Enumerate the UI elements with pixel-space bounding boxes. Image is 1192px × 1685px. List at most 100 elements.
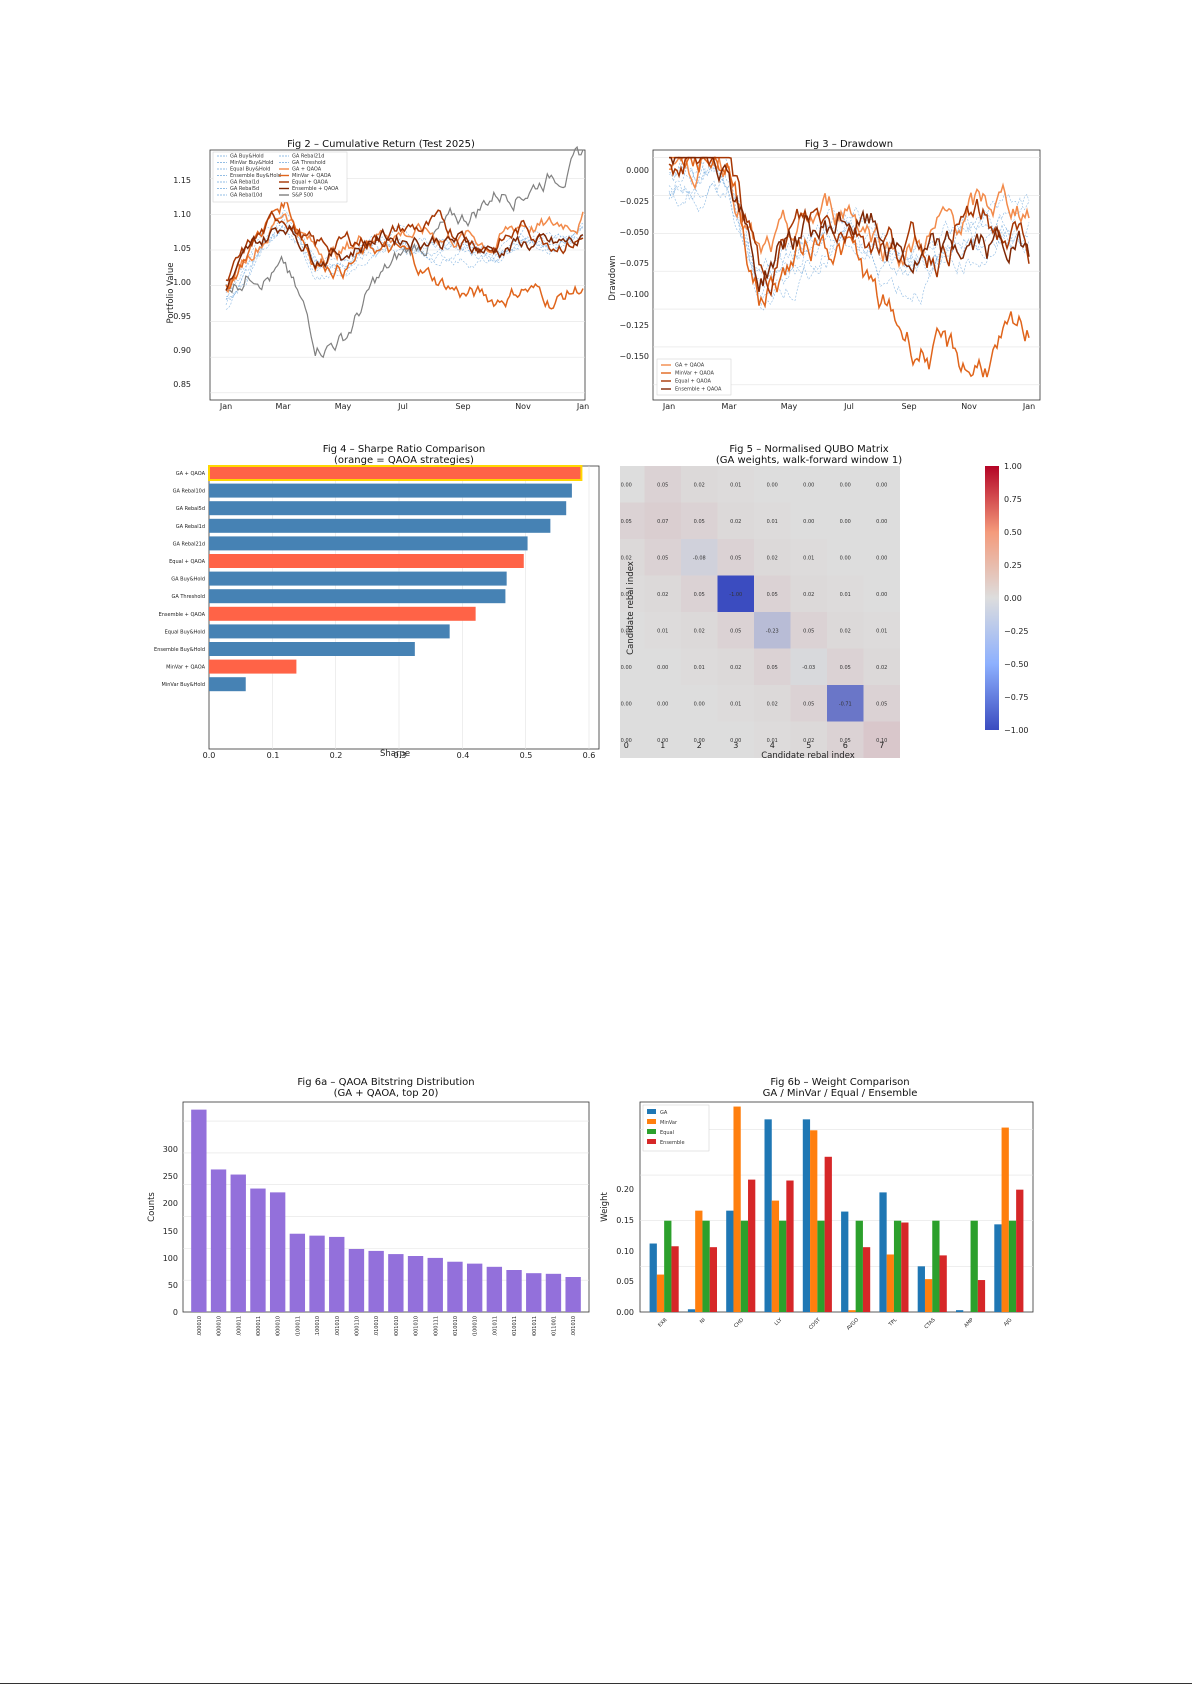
fig5-cell bbox=[790, 612, 827, 649]
fig4-bar bbox=[209, 536, 528, 551]
fig5-cell bbox=[681, 502, 718, 539]
fig2-y-ticks: 0.85 0.90 0.95 1.00 1.05 1.10 1.15 bbox=[173, 176, 191, 389]
fig6b-legend-swatch bbox=[647, 1139, 656, 1144]
fig6b-bar bbox=[886, 1254, 894, 1312]
fig2-ytick: 1.05 bbox=[173, 244, 191, 253]
fig3-xtick: Jan bbox=[662, 402, 675, 411]
fig6b-category-label: EXR bbox=[657, 1317, 669, 1329]
fig5-cell bbox=[644, 539, 681, 576]
fig5-cell-value: 0.02 bbox=[730, 665, 741, 671]
fig5-xtick: 6 bbox=[843, 741, 848, 750]
fig4-category-label: MinVar + QAOA bbox=[166, 665, 206, 671]
fig2-series-line bbox=[225, 145, 584, 359]
fig6b-y-axis-label: Weight bbox=[600, 1192, 610, 1222]
fig5-cell bbox=[717, 502, 754, 539]
fig2-baseline-line bbox=[225, 222, 584, 300]
fig5-cell-value: -0.71 bbox=[839, 701, 852, 707]
fig5-cell-value: 0.05 bbox=[621, 519, 632, 525]
fig6b-bar bbox=[1008, 1220, 1017, 1312]
fig5-cbar-tick: −0.25 bbox=[1004, 627, 1029, 636]
fig6a-plot-frame bbox=[182, 1101, 590, 1313]
fig6b-category-label: AJG bbox=[1003, 1317, 1014, 1328]
fig5-cell bbox=[790, 685, 827, 722]
fig6a-title: Fig 6a – QAOA Bitstring Distribution bbox=[297, 1077, 474, 1088]
fig6a-bar bbox=[250, 1188, 266, 1312]
fig5-cell bbox=[863, 648, 900, 685]
fig5-cell-value: 0.02 bbox=[840, 628, 851, 634]
fig3-baseline-line bbox=[668, 159, 1030, 273]
fig5-cbar-tick: −0.50 bbox=[1004, 660, 1029, 669]
fig6b-bar bbox=[901, 1222, 909, 1312]
fig6a-bar bbox=[447, 1261, 463, 1312]
fig6b-title: Fig 6b – Weight Comparison bbox=[770, 1077, 909, 1088]
fig4-category-label: MinVar Buy&Hold bbox=[162, 682, 205, 688]
fig6b-bar bbox=[994, 1224, 1002, 1312]
fig5-cell-value: 0.02 bbox=[876, 665, 887, 671]
fig5-cbar-tick: 0.50 bbox=[1004, 528, 1022, 537]
fig6a-bar bbox=[388, 1254, 404, 1312]
fig3-legend-label: Equal + QAOA bbox=[675, 379, 711, 385]
fig5-cell bbox=[644, 502, 681, 539]
fig6a-ytick: 200 bbox=[163, 1199, 178, 1208]
fig3-plot-frame bbox=[652, 149, 1041, 401]
fig4-xtick: 0.0 bbox=[203, 751, 216, 760]
fig5-cell-value: 0.00 bbox=[840, 555, 851, 561]
fig4-bar bbox=[209, 606, 476, 621]
fig6b-legend-label: Ensemble bbox=[660, 1140, 685, 1146]
fig5-cell-value: 0.05 bbox=[657, 555, 668, 561]
fig2-legend-label: GA Rebal10d bbox=[230, 193, 262, 199]
fig3-y-axis-label: Drawdown bbox=[608, 255, 618, 300]
fig5-cell-value: 0.02 bbox=[803, 738, 814, 744]
fig2-xtick: May bbox=[335, 402, 352, 411]
fig3-series-line bbox=[668, 156, 1030, 298]
fig6a-grid bbox=[183, 1120, 589, 1281]
fig5-cell-value: 0.05 bbox=[730, 628, 741, 634]
fig6b-bar bbox=[879, 1192, 887, 1312]
fig3-baseline-line bbox=[668, 162, 1030, 286]
fig6b-bar bbox=[740, 1220, 749, 1312]
fig2-grid bbox=[210, 178, 585, 394]
fig5-cell bbox=[790, 575, 827, 612]
fig2-ytick: 1.10 bbox=[173, 210, 191, 219]
fig2-legend-label: Equal Buy&Hold bbox=[230, 167, 270, 173]
fig2-plot-frame bbox=[209, 149, 586, 401]
fig5-cell-value: 0.05 bbox=[840, 665, 851, 671]
fig5-cell bbox=[827, 685, 864, 722]
fig2-baseline-line bbox=[225, 225, 584, 310]
fig5-cell bbox=[827, 466, 864, 503]
fig2-ytick: 1.00 bbox=[173, 278, 191, 287]
fig4-title: Fig 4 – Sharpe Ratio Comparison bbox=[323, 444, 485, 455]
fig5-cell bbox=[681, 612, 718, 649]
fig4-category-labels: GA + QAOA GA Rebal10d GA Rebal5d GA Rebal1d… bbox=[154, 471, 206, 688]
fig2-ytick: 0.95 bbox=[173, 312, 191, 321]
fig6a-bar bbox=[191, 1109, 207, 1312]
fig5-cbar-tick: 1.00 bbox=[1004, 462, 1022, 471]
fig6b-bar bbox=[748, 1179, 756, 1312]
fig5-cell-value: 0.01 bbox=[876, 628, 887, 634]
fig2-legend-label: MinVar Buy&Hold bbox=[230, 160, 273, 166]
fig4-xtick: 0.1 bbox=[267, 751, 280, 760]
fig4-bar bbox=[209, 589, 506, 604]
page-footer-rule bbox=[0, 1683, 1192, 1684]
fig6b-bar bbox=[695, 1210, 703, 1312]
fig6b-legend-swatch bbox=[647, 1129, 656, 1134]
fig2-legend-label: S&P 500 bbox=[292, 193, 313, 199]
fig5-cell-value: 0.07 bbox=[657, 519, 668, 525]
fig6a-category-label: 11001010 bbox=[335, 1316, 341, 1336]
fig6b-legend-label: MinVar bbox=[660, 1120, 678, 1126]
fig6b-category-label: AVGO bbox=[846, 1317, 860, 1331]
fig5-xtick: 3 bbox=[733, 741, 738, 750]
fig4-bar bbox=[209, 659, 297, 674]
fig6a-bar bbox=[368, 1250, 384, 1312]
fig6a-bar bbox=[565, 1277, 581, 1312]
fig6b-bars bbox=[649, 1106, 1024, 1312]
fig3-series-line bbox=[669, 155, 1030, 378]
fig6a-bar bbox=[466, 1263, 483, 1312]
fig5-cell-value: 0.00 bbox=[657, 701, 668, 707]
fig6a-category-label: 10000010 bbox=[217, 1316, 223, 1336]
fig5-cell bbox=[827, 502, 864, 539]
fig6b-ytick: 0.10 bbox=[616, 1247, 634, 1256]
fig6b-legend-swatch bbox=[647, 1109, 656, 1114]
fig5-cell bbox=[644, 612, 681, 649]
fig6b-bar bbox=[917, 1266, 925, 1312]
